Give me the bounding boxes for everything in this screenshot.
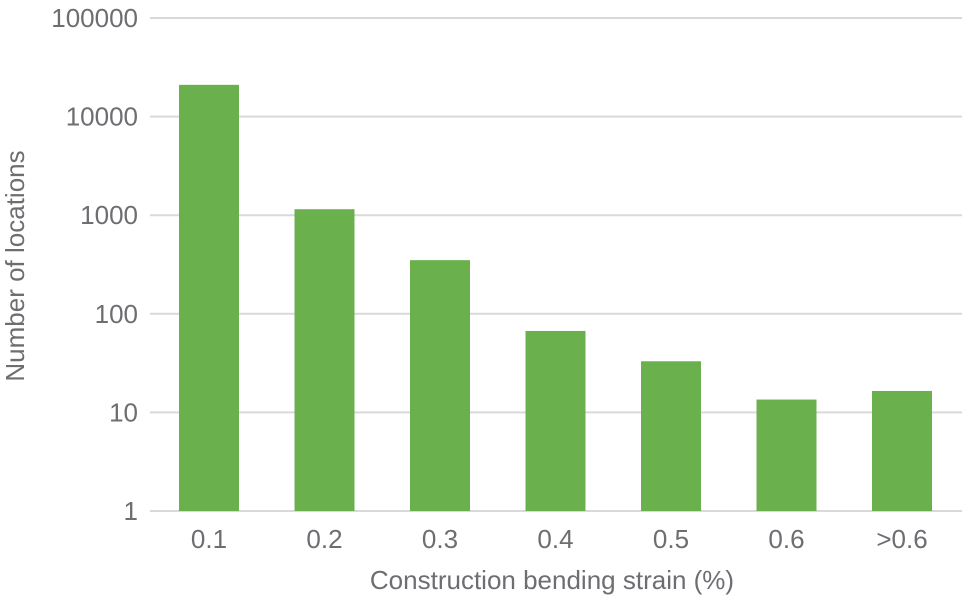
gridlines <box>150 17 962 512</box>
y-tick-label: 100000 <box>51 3 138 33</box>
bar <box>756 399 817 511</box>
x-tick-label: 0.6 <box>768 524 804 554</box>
y-tick-label: 10000 <box>66 102 138 132</box>
x-tick-label: 0.1 <box>191 524 227 554</box>
x-tick-label: 0.4 <box>537 524 573 554</box>
bars <box>179 84 932 512</box>
x-tick-label: 0.3 <box>422 524 458 554</box>
y-axis-ticks: 1 10 100 1000 10000 100000 <box>51 3 138 526</box>
y-axis-title: Number of locations <box>0 150 30 381</box>
bar <box>641 361 701 511</box>
x-tick-label: >0.6 <box>876 524 927 554</box>
y-tick-label: 1000 <box>80 200 138 230</box>
x-tick-label: 0.2 <box>306 524 342 554</box>
bar <box>410 260 470 511</box>
bar <box>872 390 932 511</box>
y-tick-label: 10 <box>109 397 138 427</box>
bar <box>179 84 239 512</box>
y-tick-label: 100 <box>95 299 138 329</box>
bar <box>294 209 355 511</box>
x-axis-title: Construction bending strain (%) <box>370 565 734 595</box>
bar <box>525 330 586 511</box>
x-axis-ticks: 0.1 0.2 0.3 0.4 0.5 0.6 >0.6 <box>191 524 928 554</box>
y-tick-label: 1 <box>124 496 138 526</box>
x-tick-label: 0.5 <box>653 524 689 554</box>
